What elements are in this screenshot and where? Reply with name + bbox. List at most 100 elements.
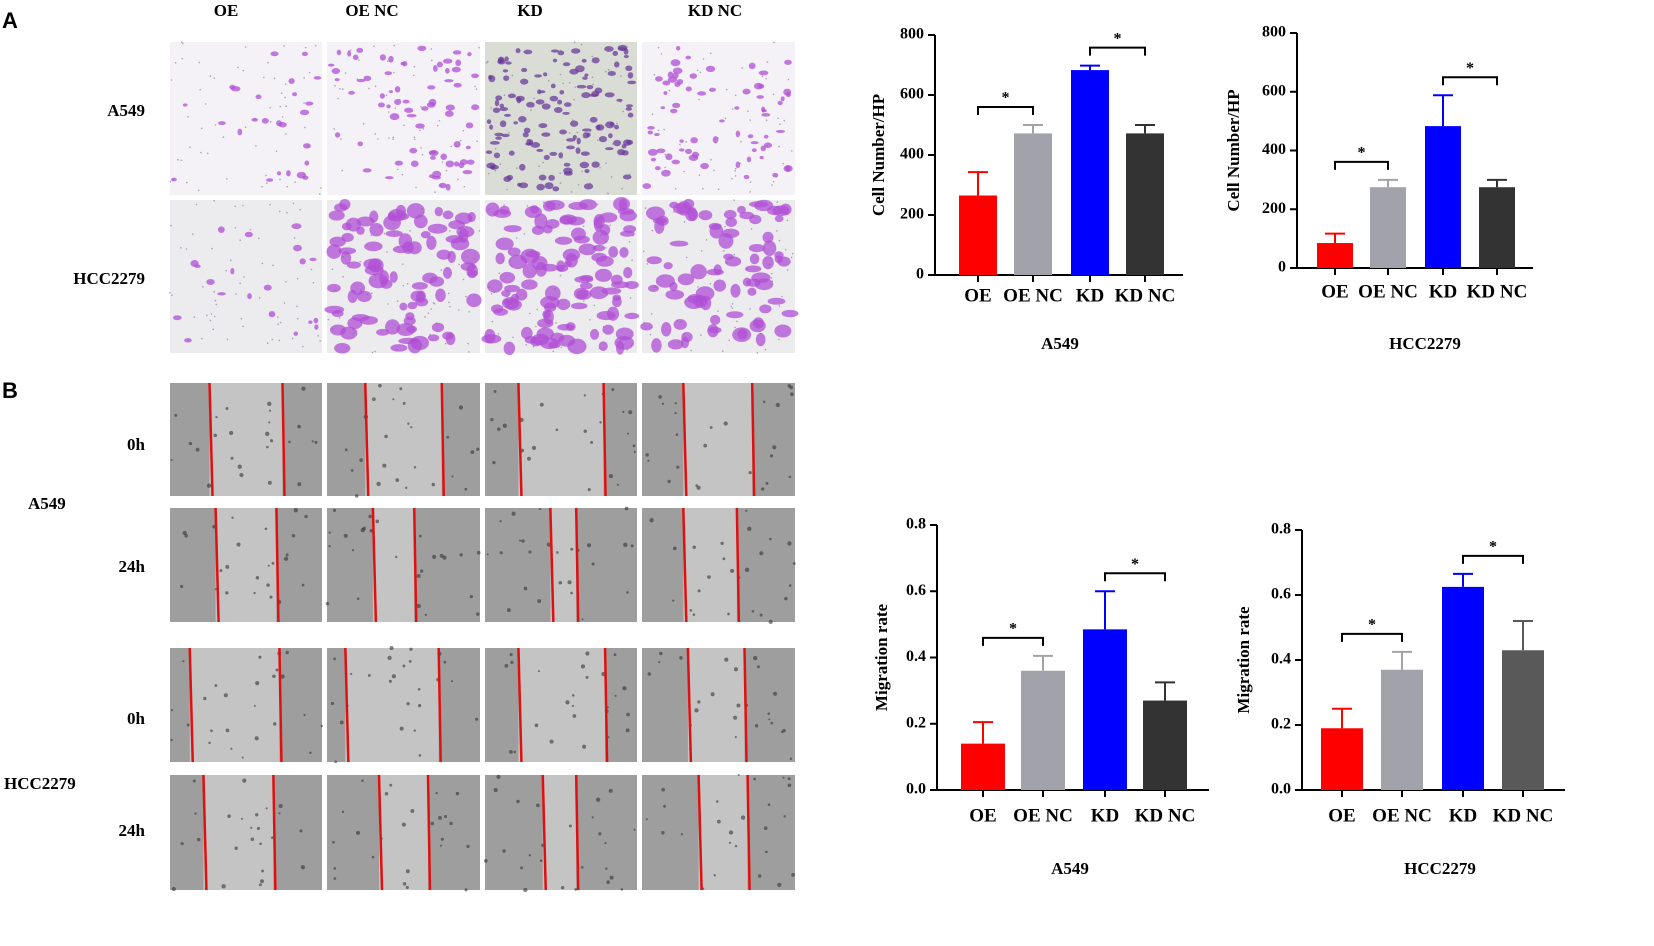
speck xyxy=(769,256,772,259)
speck xyxy=(249,228,252,231)
cell-speck xyxy=(677,273,695,286)
wound-edge xyxy=(743,647,748,763)
speck xyxy=(491,320,494,323)
cell-speck xyxy=(623,48,629,55)
speck xyxy=(771,184,773,186)
cell-speck xyxy=(428,98,437,106)
speck xyxy=(397,246,399,249)
speck xyxy=(230,456,234,460)
speck xyxy=(345,347,348,349)
cell-speck xyxy=(783,88,792,96)
speck xyxy=(194,812,197,815)
speck xyxy=(304,514,308,519)
speck xyxy=(646,263,649,265)
speck xyxy=(387,655,392,661)
speck xyxy=(568,81,571,84)
cell-speck xyxy=(436,61,443,68)
speck xyxy=(739,162,741,165)
cell-speck xyxy=(685,55,692,60)
speck xyxy=(783,815,786,818)
cell-speck xyxy=(394,160,404,166)
speck xyxy=(609,224,611,226)
cell-speck xyxy=(673,319,687,330)
cell-speck xyxy=(737,205,746,214)
cell-speck xyxy=(524,206,542,218)
speck xyxy=(429,333,431,336)
speck xyxy=(770,277,773,279)
speck xyxy=(470,450,475,454)
cell-speck xyxy=(582,128,592,132)
speck xyxy=(359,260,362,263)
speck xyxy=(758,874,762,878)
speck xyxy=(424,316,426,318)
micrograph-texture xyxy=(485,648,519,762)
speck xyxy=(599,166,601,169)
wound-edge xyxy=(602,382,607,497)
speck xyxy=(606,880,610,885)
cell-speck xyxy=(640,322,653,331)
significance-mark: * xyxy=(1368,617,1376,634)
cell-speck xyxy=(466,263,478,279)
cell-speck xyxy=(526,101,535,108)
speck xyxy=(560,886,565,890)
speck xyxy=(597,139,599,142)
speck xyxy=(413,65,416,68)
cell-speck xyxy=(735,161,741,169)
cell-speck xyxy=(780,96,785,102)
speck xyxy=(527,456,531,461)
cell-speck xyxy=(598,341,608,351)
speck xyxy=(209,75,212,77)
speck xyxy=(769,454,774,458)
speck xyxy=(388,679,392,683)
speck xyxy=(660,53,663,55)
cell-speck xyxy=(217,292,226,296)
speck xyxy=(413,466,417,469)
cell-speck xyxy=(346,261,361,269)
row-label: HCC2279 xyxy=(73,269,145,288)
cell-speck xyxy=(432,65,438,72)
speck xyxy=(188,442,193,446)
x-tick-label: OE NC xyxy=(1013,805,1073,826)
cell-speck xyxy=(605,121,615,129)
speck xyxy=(580,43,583,46)
cell-speck xyxy=(550,83,556,89)
x-axis-label: HCC2279 xyxy=(1404,859,1476,878)
speck xyxy=(367,673,371,677)
speck xyxy=(632,444,636,448)
speck xyxy=(242,778,247,783)
speck xyxy=(230,259,232,262)
speck xyxy=(438,119,441,122)
speck xyxy=(285,133,287,135)
speck xyxy=(542,161,544,164)
panel-label: B xyxy=(2,378,18,403)
cell-speck xyxy=(389,113,400,121)
speck xyxy=(590,440,594,444)
speck xyxy=(659,651,663,656)
speck xyxy=(591,816,594,819)
cell-speck xyxy=(596,311,616,321)
speck xyxy=(399,726,404,731)
cell-speck xyxy=(172,315,182,321)
speck xyxy=(539,859,543,863)
speck xyxy=(532,345,535,348)
cell-speck xyxy=(550,49,559,53)
speck xyxy=(457,309,460,311)
speck xyxy=(303,172,306,175)
speck xyxy=(195,203,198,206)
speck xyxy=(377,138,379,140)
speck xyxy=(716,800,719,803)
speck xyxy=(791,150,793,152)
cell-speck xyxy=(400,62,405,66)
speck xyxy=(695,484,699,487)
micrograph-texture xyxy=(170,508,216,622)
speck xyxy=(261,869,265,873)
cell-speck xyxy=(308,320,313,324)
speck xyxy=(531,249,534,251)
cell-speck xyxy=(356,78,366,83)
cell-speck xyxy=(709,223,724,239)
speck xyxy=(767,803,771,807)
speck xyxy=(567,326,569,328)
speck xyxy=(405,216,407,219)
cell-speck xyxy=(359,315,378,325)
